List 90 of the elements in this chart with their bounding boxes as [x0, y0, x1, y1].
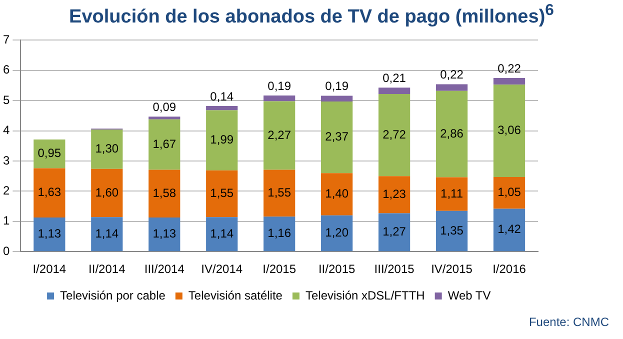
bar — [436, 210, 468, 252]
x-tick-label: I/2015 — [262, 262, 296, 276]
data-label: 2,86 — [440, 126, 464, 140]
data-label: 1,42 — [498, 222, 522, 236]
data-label: 1,13 — [38, 226, 62, 241]
x-tick-label: IV/2015 — [431, 262, 473, 276]
data-label: 3,06 — [498, 123, 522, 138]
data-label: 0,09 — [152, 100, 176, 114]
data-label: 0,22 — [498, 61, 522, 76]
y-tick-label: 5 — [2, 92, 10, 107]
bar — [493, 208, 526, 252]
legend-label: Televisión por cable — [60, 288, 166, 302]
bar — [378, 213, 410, 252]
data-label: 2,72 — [382, 127, 406, 142]
bar — [148, 217, 180, 252]
data-label: 2,27 — [268, 128, 292, 142]
bar — [264, 216, 296, 252]
bar — [321, 96, 353, 102]
data-label: 0,95 — [38, 146, 62, 160]
data-label: 1,60 — [95, 185, 119, 200]
bar — [148, 116, 180, 120]
x-tick-label: IV/2014 — [201, 262, 243, 276]
y-tick-label: 2 — [2, 184, 10, 198]
data-label: 1,14 — [210, 226, 234, 240]
x-tick-label: I/2014 — [32, 262, 66, 276]
y-tick-label: 1 — [2, 214, 10, 228]
source-note: Fuente: CNMC — [528, 315, 609, 329]
bar — [206, 110, 238, 170]
bar — [321, 173, 353, 216]
data-label: 1,20 — [325, 226, 349, 240]
chart-title: Evolución de los abonados de TV de pago (millones)$^{6}$ — [68, 2, 555, 28]
bar — [264, 95, 296, 102]
data-label: 1,58 — [152, 186, 176, 200]
bar — [378, 88, 410, 94]
data-label: 1,23 — [382, 186, 406, 201]
bar — [206, 170, 238, 218]
data-label: 1,16 — [268, 226, 292, 240]
bar — [321, 102, 353, 174]
data-label: 1,55 — [210, 186, 234, 200]
data-label: 0,22 — [440, 68, 464, 82]
bar — [264, 170, 296, 217]
data-label: 0,19 — [325, 79, 349, 94]
data-label: 1,05 — [498, 185, 522, 200]
bar — [436, 84, 468, 91]
bar — [91, 130, 123, 169]
x-tick-label: II/2015 — [318, 262, 356, 276]
y-tick-label: 7 — [2, 32, 10, 47]
bar — [91, 168, 123, 218]
x-tick-label: III/2014 — [144, 262, 185, 276]
y-tick-label: 4 — [2, 123, 10, 138]
bar — [378, 94, 410, 176]
data-label: 1,55 — [268, 185, 292, 200]
y-tick-label: 6 — [2, 62, 10, 77]
data-label: 1,63 — [38, 185, 62, 200]
bar — [206, 217, 238, 252]
data-label: 0,14 — [210, 89, 234, 104]
legend-label: Web TV — [448, 288, 491, 302]
bar — [91, 217, 123, 252]
legend-label: Televisión xDSL/FTTH — [305, 288, 425, 302]
data-label: 0,19 — [268, 78, 292, 93]
y-tick-label: 0 — [2, 244, 10, 258]
data-label: 1,11 — [440, 186, 464, 200]
bar — [148, 119, 180, 170]
bar — [493, 78, 526, 85]
data-label: 0,21 — [382, 70, 406, 85]
bar — [34, 168, 66, 218]
bar — [378, 176, 410, 214]
data-label: 1,13 — [152, 226, 176, 241]
data-label: 1,35 — [440, 223, 464, 238]
data-label: 1,40 — [325, 186, 349, 201]
x-tick-label: II/2014 — [88, 262, 126, 276]
data-label: 1,27 — [382, 224, 406, 238]
x-tick-label: III/2015 — [374, 262, 415, 276]
legend-label: Televisión satélite — [188, 288, 283, 302]
bar — [493, 177, 526, 209]
bar — [206, 106, 238, 110]
x-tick-label: I/2016 — [492, 262, 526, 276]
y-tick-label: 3 — [2, 153, 10, 168]
data-label: 1,67 — [152, 136, 176, 151]
data-label: 2,37 — [325, 130, 349, 144]
data-label: 1,14 — [95, 226, 119, 240]
bar — [264, 101, 296, 170]
bar — [148, 170, 180, 218]
bar — [321, 215, 353, 252]
bar — [34, 217, 66, 252]
data-label: 1,30 — [95, 142, 119, 156]
bar — [436, 90, 468, 178]
bar — [493, 84, 526, 178]
data-label: 1,99 — [210, 132, 234, 147]
bar — [436, 177, 468, 211]
